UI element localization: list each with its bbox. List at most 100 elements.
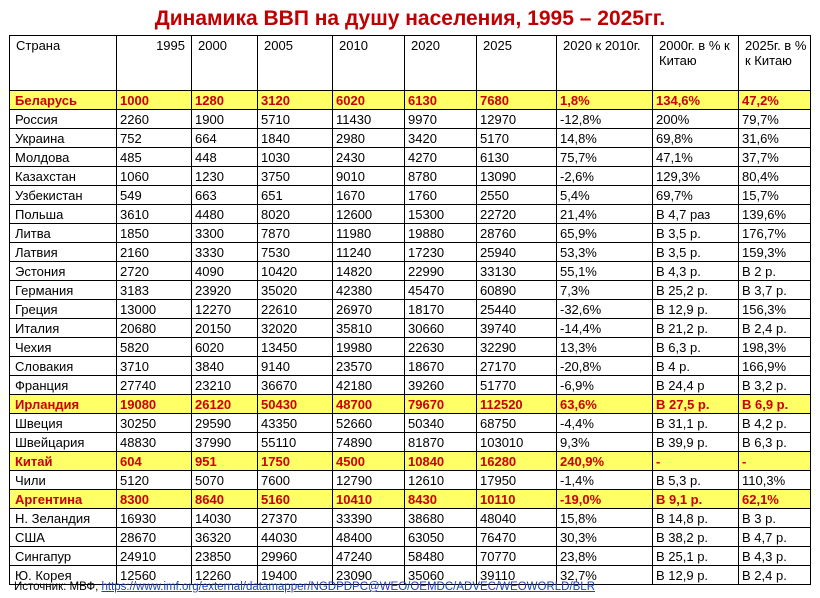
cell-2020: 8780: [404, 166, 477, 186]
cell-2000-vs-china: В 4,7 раз: [652, 204, 739, 224]
cell-2000-vs-china: -: [652, 451, 739, 471]
cell-change-2020-2010: -12,8%: [556, 109, 653, 129]
cell-2010: 14820: [332, 261, 405, 281]
cell-1995: 20680: [116, 318, 192, 338]
cell-2000: 5070: [191, 470, 258, 490]
cell-2000: 6020: [191, 337, 258, 357]
cell-2000: 1280: [191, 90, 258, 110]
cell-2010: 11240: [332, 242, 405, 262]
cell-2000-vs-china: 69,8%: [652, 128, 739, 148]
cell-2000: 8640: [191, 489, 258, 509]
cell-country: Н. Зеландия: [9, 508, 117, 528]
header-cell-2020: 2020: [404, 35, 477, 91]
cell-2025: 5170: [476, 128, 557, 148]
table-row: Аргентина 8300 8640 5160 10410 8430 10110 -19,0…: [9, 489, 811, 509]
cell-2005: 3750: [257, 166, 333, 186]
cell-2025-vs-china: 110,3%: [738, 470, 811, 490]
cell-2010: 48700: [332, 394, 405, 414]
table-row: Россия 2260 1900 5710 11430 9970 12970 -12,8% 20…: [9, 109, 811, 129]
cell-2000-vs-china: В 4 р.: [652, 356, 739, 376]
cell-2010: 74890: [332, 432, 405, 452]
header-cell-2000: 2000: [191, 35, 258, 91]
cell-2025: 25440: [476, 299, 557, 319]
cell-1995: 28670: [116, 527, 192, 547]
cell-2025-vs-china: 15,7%: [738, 185, 811, 205]
cell-country: Латвия: [9, 242, 117, 262]
cell-change-2020-2010: 55,1%: [556, 261, 653, 281]
cell-2025: 10110: [476, 489, 557, 509]
table-row: Польша 3610 4480 8020 12600 15300 22720 21,4% В …: [9, 204, 811, 224]
cell-2000-vs-china: В 21,2 р.: [652, 318, 739, 338]
cell-2020: 39260: [404, 375, 477, 395]
cell-change-2020-2010: 21,4%: [556, 204, 653, 224]
cell-2000: 23920: [191, 280, 258, 300]
cell-2000: 4480: [191, 204, 258, 224]
cell-2000: 23850: [191, 546, 258, 566]
cell-2005: 651: [257, 185, 333, 205]
cell-2025: 28760: [476, 223, 557, 243]
cell-2020: 22990: [404, 261, 477, 281]
cell-2025-vs-china: В 6,9 р.: [738, 394, 811, 414]
cell-country: Китай: [9, 451, 117, 471]
cell-2025-vs-china: В 2,4 р.: [738, 565, 811, 585]
cell-2020: 22630: [404, 337, 477, 357]
table-row: США 28670 36320 44030 48400 63050 76470 30,3% В …: [9, 527, 811, 547]
cell-2000: 37990: [191, 432, 258, 452]
cell-change-2020-2010: -2,6%: [556, 166, 653, 186]
cell-1995: 48830: [116, 432, 192, 452]
cell-2000: 26120: [191, 394, 258, 414]
cell-2010: 33390: [332, 508, 405, 528]
table-row: Казахстан 1060 1230 3750 9010 8780 13090 -2,6% 1…: [9, 166, 811, 186]
cell-change-2020-2010: -1,4%: [556, 470, 653, 490]
cell-2025: 68750: [476, 413, 557, 433]
cell-2025-vs-china: 47,2%: [738, 90, 811, 110]
cell-2010: 12790: [332, 470, 405, 490]
cell-2000-vs-china: 200%: [652, 109, 739, 129]
cell-2010: 23090: [332, 565, 405, 585]
cell-2020: 18670: [404, 356, 477, 376]
cell-2020: 35060: [404, 565, 477, 585]
cell-1995: 19080: [116, 394, 192, 414]
cell-2020: 10840: [404, 451, 477, 471]
cell-1995: 2160: [116, 242, 192, 262]
cell-1995: 604: [116, 451, 192, 471]
table-row: Греция 13000 12270 22610 26970 18170 25440 -32,…: [9, 299, 811, 319]
cell-2020: 38680: [404, 508, 477, 528]
cell-change-2020-2010: -32,6%: [556, 299, 653, 319]
cell-1995: 1060: [116, 166, 192, 186]
cell-2025: 70770: [476, 546, 557, 566]
cell-2000: 14030: [191, 508, 258, 528]
cell-2000: 448: [191, 147, 258, 167]
cell-country: США: [9, 527, 117, 547]
cell-2025-vs-china: В 3 р.: [738, 508, 811, 528]
cell-2000: 3330: [191, 242, 258, 262]
cell-2000: 663: [191, 185, 258, 205]
cell-2010: 6020: [332, 90, 405, 110]
cell-country: Ирландия: [9, 394, 117, 414]
header-cell-2000-vs-china: 2000г. в % к Китаю: [652, 35, 739, 91]
cell-country: Италия: [9, 318, 117, 338]
cell-2000-vs-china: В 39,9 р.: [652, 432, 739, 452]
cell-2000-vs-china: 134,6%: [652, 90, 739, 110]
cell-2020: 15300: [404, 204, 477, 224]
cell-2000-vs-china: В 12,9 р.: [652, 299, 739, 319]
source-note: Источник: МВФ, https://www.imf.org/exter…: [14, 580, 595, 594]
cell-2000: 36320: [191, 527, 258, 547]
cell-2000-vs-china: В 12,9 р.: [652, 565, 739, 585]
cell-2000-vs-china: В 14,8 р.: [652, 508, 739, 528]
cell-2000-vs-china: В 9,1 р.: [652, 489, 739, 509]
cell-2025-vs-china: 80,4%: [738, 166, 811, 186]
cell-1995: 1850: [116, 223, 192, 243]
cell-2020: 18170: [404, 299, 477, 319]
source-link[interactable]: https://www.imf.org/external/datamapper/…: [101, 581, 596, 593]
cell-2005: 1030: [257, 147, 333, 167]
table-row: Швеция 30250 29590 43350 52660 50340 68750 -4,4…: [9, 413, 811, 433]
table-row: Чехия 5820 6020 13450 19980 22630 32290 13,3% В …: [9, 337, 811, 357]
cell-country: Эстония: [9, 261, 117, 281]
cell-country: Литва: [9, 223, 117, 243]
cell-2005: 9140: [257, 356, 333, 376]
cell-change-2020-2010: 5,4%: [556, 185, 653, 205]
cell-change-2020-2010: -20,8%: [556, 356, 653, 376]
cell-country: Узбекистан: [9, 185, 117, 205]
cell-change-2020-2010: -6,9%: [556, 375, 653, 395]
